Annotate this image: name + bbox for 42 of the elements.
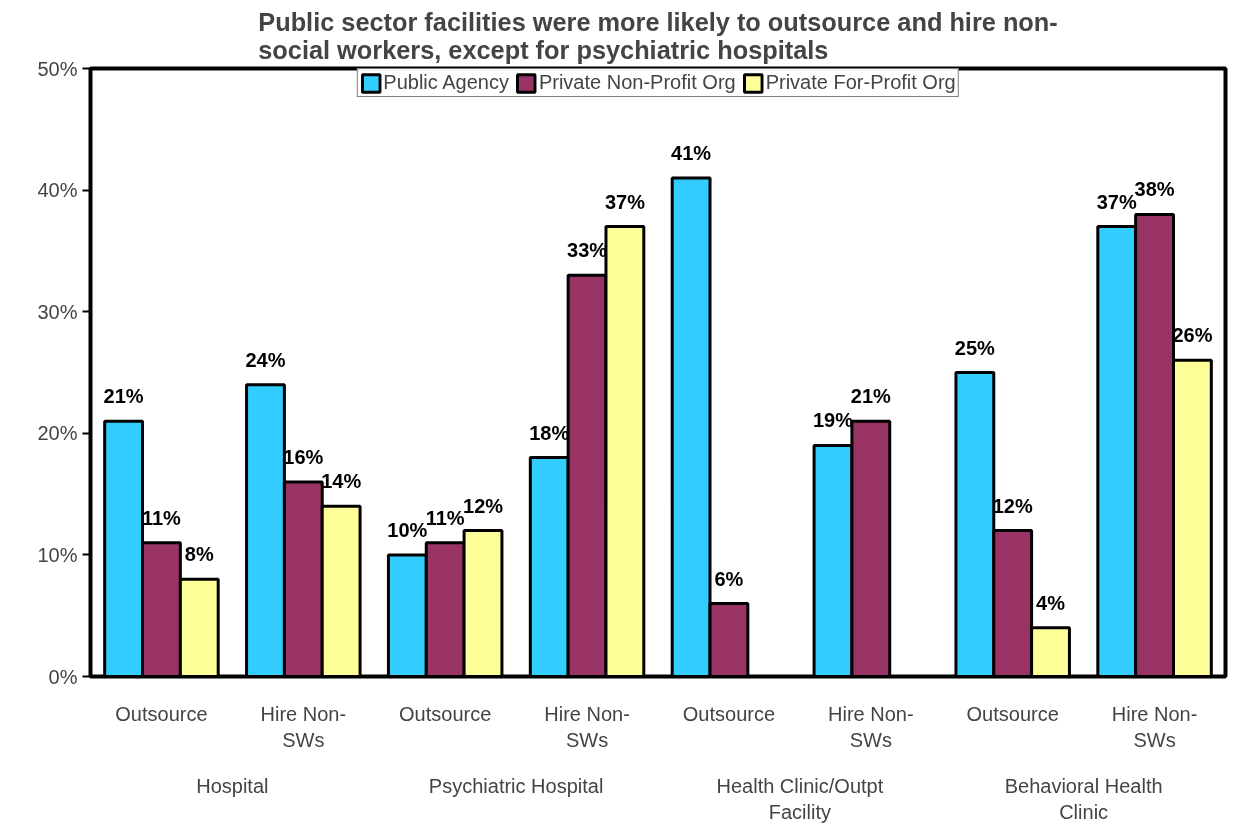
data-label: 33% xyxy=(567,239,608,262)
data-label: 38% xyxy=(1134,178,1175,201)
data-label: 37% xyxy=(604,190,646,213)
x-tick-label: Outsource xyxy=(115,702,208,725)
legend-label: Public Agency xyxy=(383,71,509,94)
data-label: 8% xyxy=(184,543,214,566)
x-tick-label: Outsource xyxy=(966,702,1059,725)
data-label: 10% xyxy=(387,518,428,541)
y-tick-label: 10% xyxy=(37,543,78,566)
data-label: 4% xyxy=(1036,591,1066,614)
x-tick-label: Outsource xyxy=(682,702,776,725)
data-label: 12% xyxy=(463,494,504,517)
text: Psychiatric Hospital xyxy=(428,774,604,797)
data-label: 41% xyxy=(671,141,712,164)
data-label: 12% xyxy=(992,494,1033,517)
data-label: 25% xyxy=(954,336,996,359)
x-tick-label: Hire Non-SWs xyxy=(1111,702,1198,751)
data-label: 11% xyxy=(141,506,182,529)
chart-title: Public sector facilities were more likely to outsource and hire non-social workers, except for psychiatric hospitals xyxy=(258,7,1058,64)
x-tick-label: Hire Non-SWs xyxy=(260,702,347,751)
y-tick-label: 0% xyxy=(48,665,78,688)
data-label: 14% xyxy=(321,470,362,493)
y-tick-label: 50% xyxy=(37,57,78,80)
y-tick-label: 40% xyxy=(37,179,78,202)
data-label: 21% xyxy=(850,385,892,408)
legend-label: Private For-Profit Org xyxy=(765,71,956,94)
legend-label: Private Non-Profit Org xyxy=(538,71,736,94)
x-tick-label: Hire Non-SWs xyxy=(544,702,630,751)
x-tick-label: Outsource xyxy=(399,702,492,725)
text: Hospital xyxy=(196,774,269,797)
y-tick-label: 30% xyxy=(37,300,78,323)
data-label: 24% xyxy=(245,348,286,371)
data-label: 6% xyxy=(714,567,744,590)
x-tick-label: Hire Non-SWs xyxy=(828,702,914,751)
data-label: 26% xyxy=(1172,324,1213,347)
data-label: 21% xyxy=(103,385,144,408)
text: Behavioral Health Clinic xyxy=(1004,774,1163,823)
data-label: 18% xyxy=(529,421,570,444)
data-label: 19% xyxy=(812,409,854,432)
y-tick-label: 20% xyxy=(37,422,78,445)
text: Health Clinic/Outpt Facility xyxy=(716,774,884,823)
data-label: 11% xyxy=(425,506,465,529)
